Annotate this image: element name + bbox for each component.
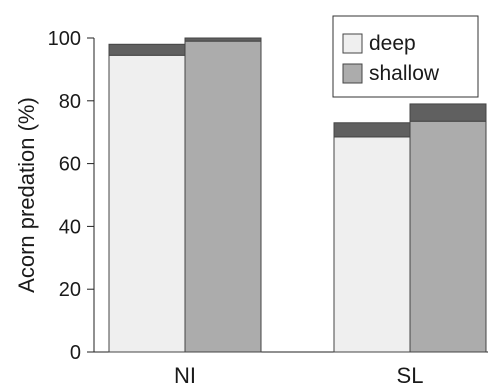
bar-shallow-SL — [409, 120, 487, 353]
y-tick-label: 40 — [59, 216, 81, 238]
bar-cap-shallow-SL — [409, 103, 487, 122]
y-tick-label: 100 — [48, 28, 81, 50]
legend: deep shallow — [332, 15, 479, 98]
x-category-label: NI — [174, 363, 196, 388]
legend-swatch-deep — [342, 33, 363, 54]
bar-cap-deep-SL — [333, 122, 411, 138]
bar-cap-deep-NI — [108, 43, 186, 56]
bar-deep-NI — [108, 54, 186, 353]
bars — [108, 37, 487, 353]
bar-deep-SL — [333, 136, 411, 353]
x-category-labels: NI SL — [174, 363, 423, 388]
x-category-label: SL — [397, 363, 424, 388]
y-ticks: 0 20 40 60 80 100 — [48, 28, 94, 364]
y-tick-label: 60 — [59, 154, 81, 176]
bar-shallow-NI — [184, 40, 262, 353]
y-tick-label: 20 — [59, 279, 81, 301]
legend-label-shallow: shallow — [369, 62, 440, 85]
y-tick-label: 80 — [59, 91, 81, 113]
bar-cap-shallow-NI — [184, 37, 262, 42]
legend-label-deep: deep — [369, 32, 416, 55]
legend-swatch-shallow — [342, 63, 363, 84]
y-axis-label: Acorn predation (%) — [14, 97, 39, 293]
y-tick-label: 0 — [70, 342, 81, 364]
